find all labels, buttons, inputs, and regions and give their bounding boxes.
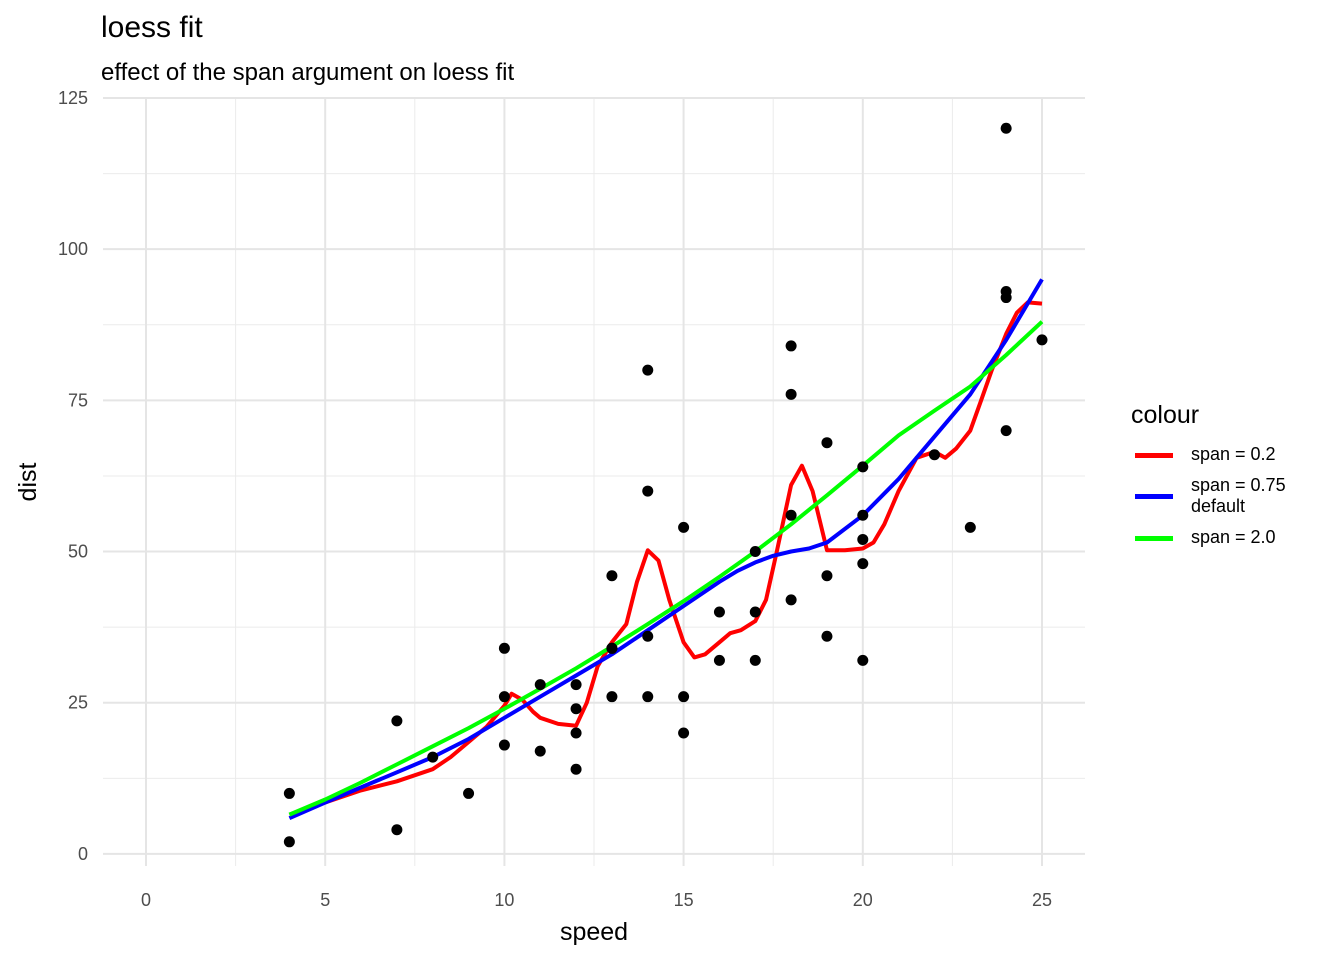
y-tick-label: 75 (68, 390, 88, 410)
data-point (785, 509, 797, 521)
data-point (606, 642, 618, 654)
series-lines (288, 278, 1044, 821)
data-point (749, 546, 761, 558)
data-point (713, 654, 725, 666)
data-point (749, 654, 761, 666)
data-point (821, 570, 833, 582)
data-point (857, 558, 869, 570)
data-point (534, 679, 546, 691)
y-tick-label: 0 (78, 844, 88, 864)
legend-item-span-0-75: span = 0.75 default (1131, 475, 1286, 517)
data-point (463, 787, 475, 799)
data-point (1036, 334, 1048, 346)
data-point (642, 630, 654, 642)
x-tick-label: 20 (853, 890, 873, 910)
data-point (642, 364, 654, 376)
data-point (283, 836, 295, 848)
legend-label: span = 0.75 (1191, 475, 1286, 495)
chart-title: loess fit (101, 11, 203, 44)
data-point (498, 691, 510, 703)
x-tick-label: 25 (1032, 890, 1052, 910)
y-axis-title: dist (14, 462, 42, 501)
data-point (785, 340, 797, 352)
data-point (785, 388, 797, 400)
data-point (1000, 425, 1012, 437)
data-point (749, 606, 761, 618)
y-tick-label: 100 (58, 239, 88, 259)
data-point (498, 739, 510, 751)
x-tick-label: 10 (494, 890, 514, 910)
data-point (606, 570, 618, 582)
y-tick-label: 125 (58, 88, 88, 108)
data-point (427, 751, 439, 763)
data-point (678, 727, 690, 739)
data-point (606, 691, 618, 703)
y-axis-ticks: 0 25 50 75 100 125 (58, 88, 88, 864)
legend-label: span = 2.0 (1191, 527, 1276, 547)
legend-item-span-2-0: span = 2.0 (1131, 527, 1286, 548)
data-point (642, 485, 654, 497)
x-axis-ticks: 0 5 10 15 20 25 (141, 890, 1052, 910)
data-point (964, 521, 976, 533)
data-point (570, 679, 582, 691)
data-point (857, 509, 869, 521)
y-tick-label: 25 (68, 693, 88, 713)
series-line-0 (288, 300, 1043, 817)
series-line-1 (288, 278, 1044, 821)
x-tick-label: 0 (141, 890, 151, 910)
data-point (928, 449, 940, 461)
data-point (821, 630, 833, 642)
data-point (283, 787, 295, 799)
series-line-2 (288, 320, 1044, 817)
legend-title: colour (1131, 401, 1200, 429)
data-point (857, 461, 869, 473)
data-point (642, 691, 654, 703)
data-point (570, 703, 582, 715)
data-point (391, 824, 403, 836)
data-point (785, 594, 797, 606)
legend: colour span = 0.2 span = 0.75 default sp… (1131, 400, 1286, 558)
x-axis-title: speed (560, 918, 628, 946)
chart-subtitle: effect of the span argument on loess fit (101, 59, 515, 86)
legend-label-line2: default (1191, 496, 1246, 516)
legend-key-blue (1135, 494, 1173, 499)
data-point (821, 437, 833, 449)
data-point (570, 727, 582, 739)
y-tick-label: 50 (68, 542, 88, 562)
x-tick-label: 5 (320, 890, 330, 910)
data-point (1000, 286, 1012, 298)
data-point (857, 654, 869, 666)
legend-item-span-0-2: span = 0.2 (1131, 444, 1286, 465)
legend-key-green (1135, 535, 1173, 541)
data-point (678, 521, 690, 533)
minor-gridlines (103, 98, 1085, 866)
data-point (534, 745, 546, 757)
data-point (713, 606, 725, 618)
major-gridlines (103, 97, 1085, 866)
legend-key-red (1135, 452, 1173, 458)
data-point (678, 691, 690, 703)
data-point (391, 715, 403, 727)
data-point (498, 642, 510, 654)
data-point (857, 533, 869, 545)
data-points (283, 122, 1048, 848)
data-point (1000, 122, 1012, 134)
legend-label: span = 0.2 (1191, 444, 1276, 464)
x-tick-label: 15 (674, 890, 694, 910)
data-point (570, 763, 582, 775)
